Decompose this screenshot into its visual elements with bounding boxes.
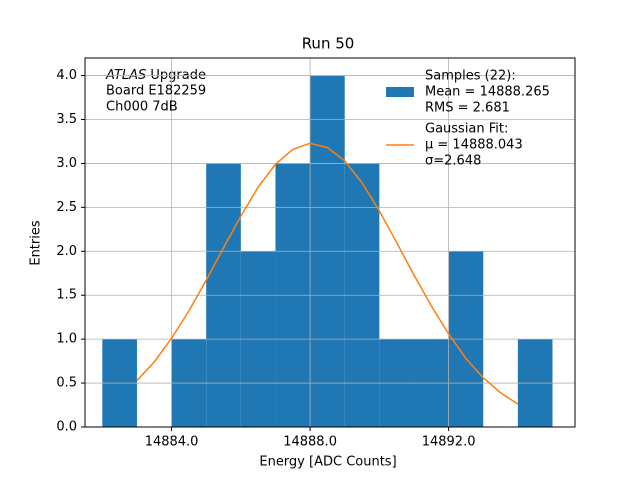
legend-detail: σ=2.648 xyxy=(425,154,481,169)
x-tick-label: 14888.0 xyxy=(283,435,337,450)
y-tick-label: 3.5 xyxy=(56,112,77,127)
y-tick-label: 3.0 xyxy=(56,156,77,171)
plot-frame xyxy=(84,57,576,428)
annotation: ATLAS Upgrade xyxy=(105,68,206,83)
annotation-italic: ATLAS xyxy=(105,68,146,83)
x-tick-label: 14892.0 xyxy=(422,435,476,450)
y-axis-label: Entries xyxy=(29,220,44,266)
legend-detail: μ = 14888.043 xyxy=(425,138,523,153)
x-axis-label: Energy [ADC Counts] xyxy=(259,455,396,470)
y-tick-label: 1.0 xyxy=(56,332,77,347)
legend-detail: RMS = 2.681 xyxy=(425,101,510,116)
y-tick-label: 0.0 xyxy=(56,420,77,435)
y-tick-label: 2.0 xyxy=(56,244,77,259)
annotation-line: Board E182259 xyxy=(106,84,206,99)
y-tick-label: 1.5 xyxy=(56,288,77,303)
annotation-text: Upgrade xyxy=(146,68,206,83)
legend-detail: Mean = 14888.265 xyxy=(425,85,550,100)
y-tick-label: 0.5 xyxy=(56,376,77,391)
x-tick-label: 14884.0 xyxy=(145,435,199,450)
chart-title: Run 50 xyxy=(302,35,355,53)
legend-label: Samples (22): xyxy=(425,69,516,84)
y-tick-label: 2.5 xyxy=(56,200,77,215)
legend-label: Gaussian Fit: xyxy=(425,122,508,137)
legend-swatch xyxy=(386,87,414,97)
annotation-line: Ch000 7dB xyxy=(106,100,178,115)
y-tick-label: 4.0 xyxy=(56,68,77,83)
fit-line xyxy=(136,142,519,405)
